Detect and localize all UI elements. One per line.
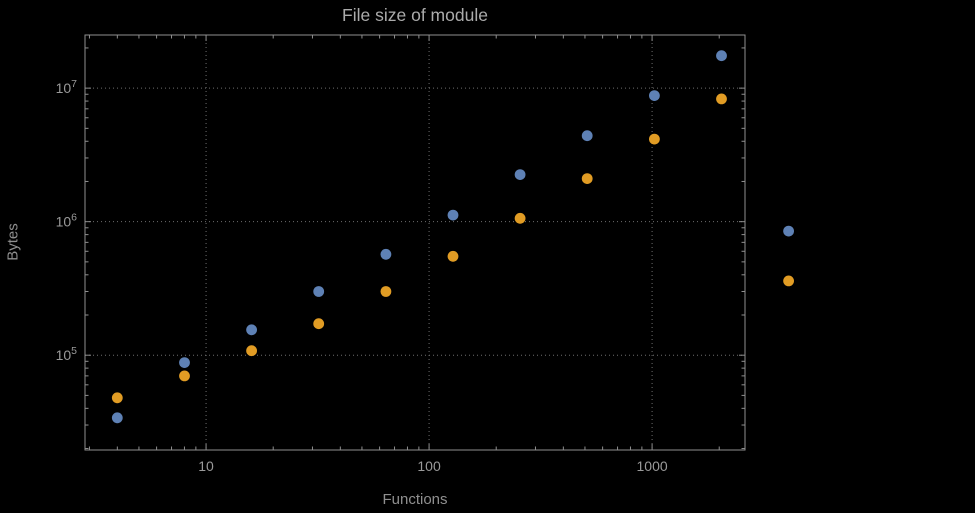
blue-series-point	[380, 248, 392, 260]
x-tick-label: 1000	[637, 458, 668, 474]
orange-series-point	[514, 212, 526, 224]
blue-series-point	[313, 286, 325, 297]
x-axis-label: Functions	[382, 491, 448, 508]
blue-series-point	[783, 225, 794, 237]
blue-series-point	[111, 412, 123, 424]
orange-series-point	[649, 133, 660, 145]
y-tick-label: 106	[56, 212, 78, 230]
blue-series-point	[716, 50, 727, 62]
blue-series-point	[581, 130, 593, 142]
orange-series-point	[380, 286, 392, 297]
blue-series-point	[514, 169, 526, 181]
blue-series-point	[246, 324, 257, 336]
orange-series-point	[179, 370, 190, 382]
blue-series-point	[649, 90, 660, 101]
x-tick-label: 10	[198, 458, 214, 474]
orange-series-point	[313, 318, 325, 330]
orange-series-point	[111, 392, 123, 404]
chart-title: File size of module	[342, 5, 488, 25]
plot-frame	[84, 34, 746, 451]
y-tick-label: 107	[56, 78, 78, 96]
blue-series-point	[447, 209, 459, 221]
orange-series-point	[783, 275, 794, 287]
blue-series-point	[179, 357, 190, 368]
orange-series-point	[581, 173, 593, 185]
orange-series-point	[246, 345, 257, 357]
orange-series-point	[716, 93, 727, 105]
x-tick-label: 100	[417, 458, 441, 474]
y-tick-label: 105	[56, 345, 78, 363]
orange-series-point	[447, 250, 459, 262]
y-axis-label: Bytes	[4, 223, 22, 261]
